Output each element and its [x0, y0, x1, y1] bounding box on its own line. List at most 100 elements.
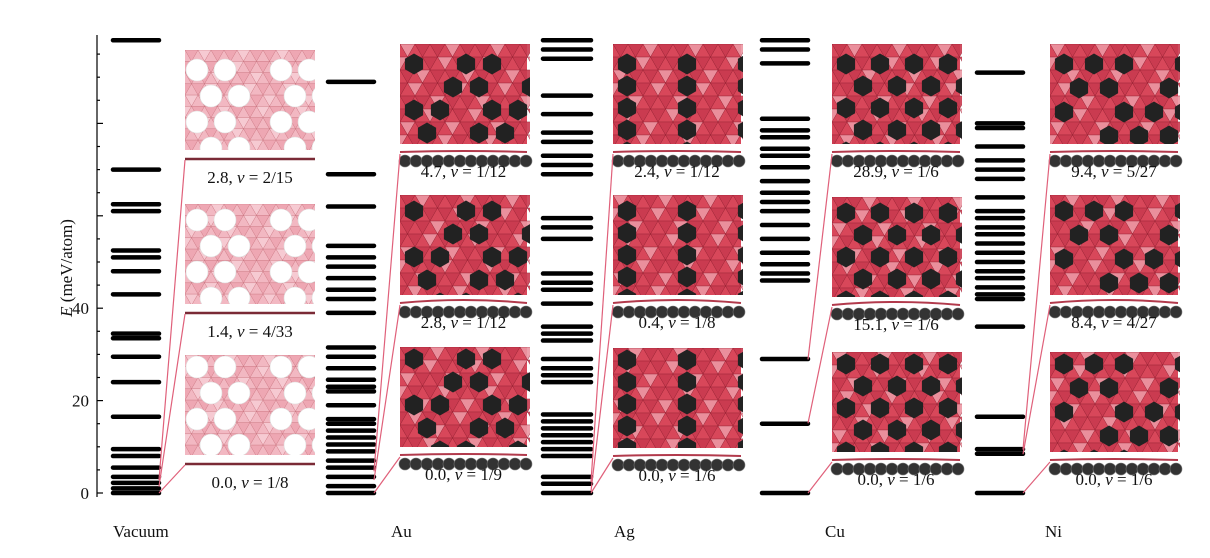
boron-triangle — [695, 82, 711, 97]
boron-triangle — [665, 412, 681, 427]
boron-triangle — [444, 424, 461, 439]
boron-triangle — [288, 72, 303, 85]
boron-triangle — [717, 246, 734, 261]
boron-triangle — [249, 94, 264, 107]
boron-triangle — [489, 44, 506, 58]
metal-atom — [1059, 462, 1073, 476]
side-view — [398, 150, 533, 168]
metal-hexagon — [990, 376, 1008, 397]
boron-triangle — [695, 360, 711, 375]
vacancy-circle — [297, 58, 315, 82]
boron-triangle — [1109, 95, 1126, 110]
boron-triangle — [262, 226, 277, 239]
boron-triangle — [1185, 299, 1200, 312]
boron-triangle — [1087, 108, 1103, 123]
connector-line — [158, 464, 186, 494]
energy-value: 2.8, — [207, 168, 237, 187]
boron-triangle — [921, 403, 938, 418]
boron-triangle — [459, 95, 476, 110]
boron-triangle — [1102, 416, 1118, 431]
boron-triangle — [832, 416, 840, 431]
boron-triangle — [613, 44, 614, 45]
vacancy-circle — [227, 136, 251, 150]
boron-triangle — [921, 44, 938, 58]
boron-triangle — [192, 151, 205, 162]
metal-hexagon — [435, 292, 445, 295]
boron-triangle — [1050, 69, 1051, 71]
boron-triangle — [400, 411, 408, 426]
boron-triangle — [1132, 207, 1148, 222]
boron-triangle — [951, 44, 962, 58]
boron-triangle — [385, 451, 400, 464]
boron-triangle — [635, 56, 651, 71]
boron-triangle — [185, 282, 192, 295]
metal-hexagon — [853, 419, 873, 441]
v-symbol: v — [237, 322, 245, 341]
boron-triangle — [832, 222, 833, 224]
boron-triangle — [1064, 44, 1081, 58]
metal-hexagon — [1069, 224, 1089, 246]
boron-triangle — [846, 197, 863, 211]
boron-triangle — [249, 422, 264, 435]
boron-triangle — [861, 69, 878, 84]
boron-triangle — [642, 195, 659, 209]
boron-triangle — [535, 70, 550, 83]
boron-triangle — [296, 151, 309, 162]
boron-triangle — [832, 287, 840, 297]
vacancy-circle — [297, 260, 315, 284]
boron-triangle — [642, 425, 659, 440]
boron-triangle — [1185, 122, 1200, 135]
energy-value: 0.0, — [857, 470, 887, 489]
metal-hexagon — [617, 244, 637, 266]
v-symbol: v — [1105, 470, 1113, 489]
boron-triangle — [1162, 56, 1178, 71]
boron-triangle — [1064, 69, 1081, 84]
boron-triangle — [854, 364, 870, 379]
boron-triangle — [243, 61, 257, 74]
boron-triangle — [959, 287, 962, 293]
boron-triangle — [482, 285, 498, 295]
boron-triangle — [185, 83, 192, 96]
boron-triangle — [322, 215, 335, 226]
boron-triangle — [1050, 259, 1058, 274]
boron-triangle — [959, 108, 962, 114]
v-value: 1/9 — [480, 465, 502, 484]
boron-triangle — [717, 348, 734, 362]
v-value: 1/6 — [694, 466, 716, 485]
metal-atom — [830, 307, 844, 321]
boron-triangle — [1064, 121, 1081, 136]
metal-hexagon — [921, 419, 941, 441]
boron-triangle — [665, 207, 681, 222]
boron-triangle — [429, 220, 446, 235]
boron-triangle — [756, 361, 771, 374]
boron-triangle — [1132, 416, 1148, 431]
metal-hexagon — [1069, 377, 1089, 399]
boron-triangle — [262, 399, 277, 412]
boron-triangle — [1057, 390, 1073, 405]
boron-triangle — [1185, 221, 1200, 234]
metal-hexagon — [404, 348, 424, 370]
boron-triangle — [921, 197, 938, 211]
boron-triangle — [422, 359, 438, 374]
metal-hexagon — [482, 394, 502, 416]
boron-triangle — [185, 271, 186, 273]
v-value: 1/6 — [917, 315, 939, 334]
boron-triangle — [407, 82, 423, 97]
boron-triangle — [657, 195, 674, 209]
metal-hexagon — [1144, 248, 1164, 270]
boron-triangle — [1124, 44, 1141, 58]
metal-hexagon — [1159, 125, 1179, 144]
boron-triangle — [657, 425, 674, 440]
boron-triangle — [422, 56, 438, 71]
boron-triangle — [1185, 148, 1200, 161]
metal-hexagon — [617, 200, 637, 222]
boron-triangle — [725, 108, 741, 123]
boron-triangle — [1185, 378, 1200, 391]
sheet-edge — [1049, 458, 1179, 461]
boron-triangle — [535, 399, 550, 412]
boron-triangle — [936, 377, 953, 392]
metal-hexagon — [904, 246, 924, 268]
boron-triangle — [613, 95, 614, 97]
metal-hexagon — [430, 99, 450, 121]
boron-triangle — [861, 44, 878, 58]
